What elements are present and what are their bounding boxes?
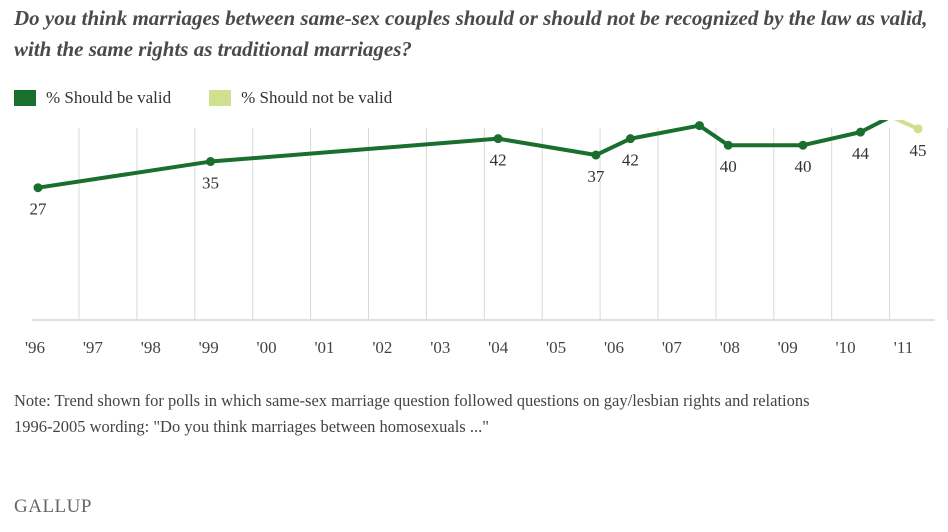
- data-label-valid: 40: [794, 157, 811, 176]
- note: Note: Trend shown for polls in which sam…: [14, 388, 934, 440]
- data-label-valid: 37: [587, 167, 605, 186]
- x-tick-label: '09: [778, 338, 798, 357]
- gallup-logo: GALLUP: [14, 496, 92, 517]
- point-valid: [694, 121, 704, 131]
- x-tick-label: '10: [836, 338, 856, 357]
- x-tick-label: '05: [546, 338, 566, 357]
- legend: % Should be valid % Should not be valid: [14, 88, 430, 108]
- x-tick-label: '99: [199, 338, 219, 357]
- line-chart: 6862555956535657534527354237424640404453…: [25, 120, 948, 357]
- x-tick-label: '07: [662, 338, 683, 357]
- data-label-valid: 42: [490, 151, 507, 170]
- series-line-not-valid: [893, 120, 919, 131]
- data-label-valid: 44: [852, 144, 870, 163]
- point-valid: [493, 134, 503, 144]
- legend-item-not-valid: % Should not be valid: [209, 88, 392, 108]
- point-valid: [33, 183, 43, 193]
- series-layer: [33, 120, 923, 193]
- x-tick-label: '97: [83, 338, 104, 357]
- legend-label-not-valid: % Should not be valid: [241, 88, 393, 107]
- note-wording: 1996-2005 wording: "Do you think marriag…: [14, 417, 489, 436]
- x-tick-label: '04: [488, 338, 509, 357]
- x-tick-label: '98: [141, 338, 161, 357]
- point-valid: [723, 140, 733, 150]
- data-label-not-valid: 45: [910, 141, 927, 160]
- legend-item-valid: % Should be valid: [14, 88, 171, 108]
- point-valid: [591, 150, 601, 160]
- data-label-valid: 40: [720, 157, 737, 176]
- x-tick-label: '03: [430, 338, 450, 357]
- legend-swatch-valid: [14, 90, 36, 106]
- series-line-valid: [37, 120, 889, 190]
- point-valid: [798, 140, 808, 150]
- data-label-layer: 6862555956535657534527354237424640404453: [30, 141, 927, 219]
- x-tick-label: '06: [604, 338, 624, 357]
- data-label-valid: 35: [202, 174, 219, 193]
- data-label-valid: 27: [30, 200, 48, 219]
- point-not-valid: [913, 124, 923, 134]
- legend-swatch-not-valid: [209, 90, 232, 106]
- x-tick-label: '01: [314, 338, 334, 357]
- x-tick-label: '96: [25, 338, 45, 357]
- chart-title: Do you think marriages between same-sex …: [14, 6, 928, 61]
- data-label-valid: 42: [622, 151, 639, 170]
- x-tick-label: '02: [372, 338, 392, 357]
- point-valid: [206, 157, 216, 167]
- note-text: Note: Trend shown for polls in which sam…: [14, 391, 810, 410]
- x-axis-ticks: '96 '97 '98 '99 '00 '01 '02 '03 '04 '05 '06 '07 '08 '…: [25, 338, 913, 357]
- point-valid: [625, 134, 635, 144]
- x-tick-label: '00: [257, 338, 277, 357]
- x-tick-label: '11: [894, 338, 913, 357]
- legend-label-valid: % Should be valid: [46, 88, 172, 107]
- x-tick-label: '08: [720, 338, 740, 357]
- point-valid: [855, 127, 865, 137]
